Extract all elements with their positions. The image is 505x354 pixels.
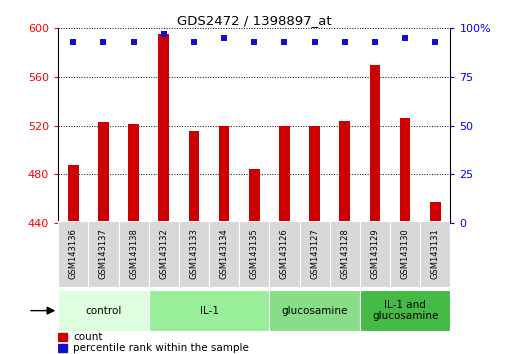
Text: GSM143135: GSM143135	[249, 229, 258, 279]
Bar	[399, 118, 410, 223]
Text: GSM143130: GSM143130	[400, 229, 409, 279]
Point	[370, 39, 378, 45]
Bar	[128, 125, 138, 223]
Bar	[269, 290, 359, 331]
Bar	[58, 344, 67, 352]
Point	[400, 35, 409, 41]
Text: GSM143138: GSM143138	[129, 229, 138, 279]
Point	[220, 35, 228, 41]
Text: GSM143137: GSM143137	[99, 229, 108, 279]
Bar	[58, 221, 88, 287]
Point	[160, 31, 168, 37]
Text: IL-1 and
glucosamine: IL-1 and glucosamine	[371, 300, 437, 321]
Point	[250, 39, 258, 45]
Bar	[329, 221, 359, 287]
Text: GSM143133: GSM143133	[189, 229, 198, 279]
Text: GSM143129: GSM143129	[370, 229, 379, 279]
Bar	[299, 221, 329, 287]
Text: IL-1: IL-1	[199, 306, 218, 316]
Bar	[178, 221, 209, 287]
Text: glucosamine: glucosamine	[281, 306, 347, 316]
Bar	[148, 290, 269, 331]
Bar	[118, 221, 148, 287]
Bar	[88, 221, 118, 287]
Bar	[58, 333, 67, 341]
Bar	[359, 221, 389, 287]
Bar	[68, 165, 78, 223]
Text: GSM143128: GSM143128	[339, 229, 348, 279]
Bar	[158, 34, 169, 223]
Bar	[419, 221, 449, 287]
Text: GSM143136: GSM143136	[69, 229, 78, 279]
Text: GSM143132: GSM143132	[159, 229, 168, 279]
Point	[99, 39, 107, 45]
Bar	[188, 131, 199, 223]
Point	[69, 39, 77, 45]
Text: count: count	[73, 332, 103, 342]
Text: control: control	[85, 306, 121, 316]
Point	[310, 39, 318, 45]
Bar	[218, 126, 229, 223]
Point	[129, 39, 137, 45]
Bar	[339, 121, 349, 223]
Bar	[248, 170, 259, 223]
Bar	[389, 221, 419, 287]
Point	[430, 39, 438, 45]
Bar	[239, 221, 269, 287]
Text: GSM143126: GSM143126	[279, 229, 288, 279]
Text: GSM143131: GSM143131	[430, 229, 439, 279]
Bar	[359, 290, 449, 331]
Bar	[209, 221, 239, 287]
Bar	[98, 122, 109, 223]
Point	[189, 39, 197, 45]
Point	[340, 39, 348, 45]
Text: GSM143127: GSM143127	[310, 229, 319, 279]
Text: percentile rank within the sample: percentile rank within the sample	[73, 343, 248, 353]
Point	[280, 39, 288, 45]
Bar	[148, 221, 178, 287]
Bar	[279, 126, 289, 223]
Bar	[369, 65, 379, 223]
Text: GSM143134: GSM143134	[219, 229, 228, 279]
Bar	[429, 202, 440, 223]
Bar	[58, 290, 148, 331]
Title: GDS2472 / 1398897_at: GDS2472 / 1398897_at	[177, 14, 331, 27]
Bar	[269, 221, 299, 287]
Bar	[309, 126, 319, 223]
